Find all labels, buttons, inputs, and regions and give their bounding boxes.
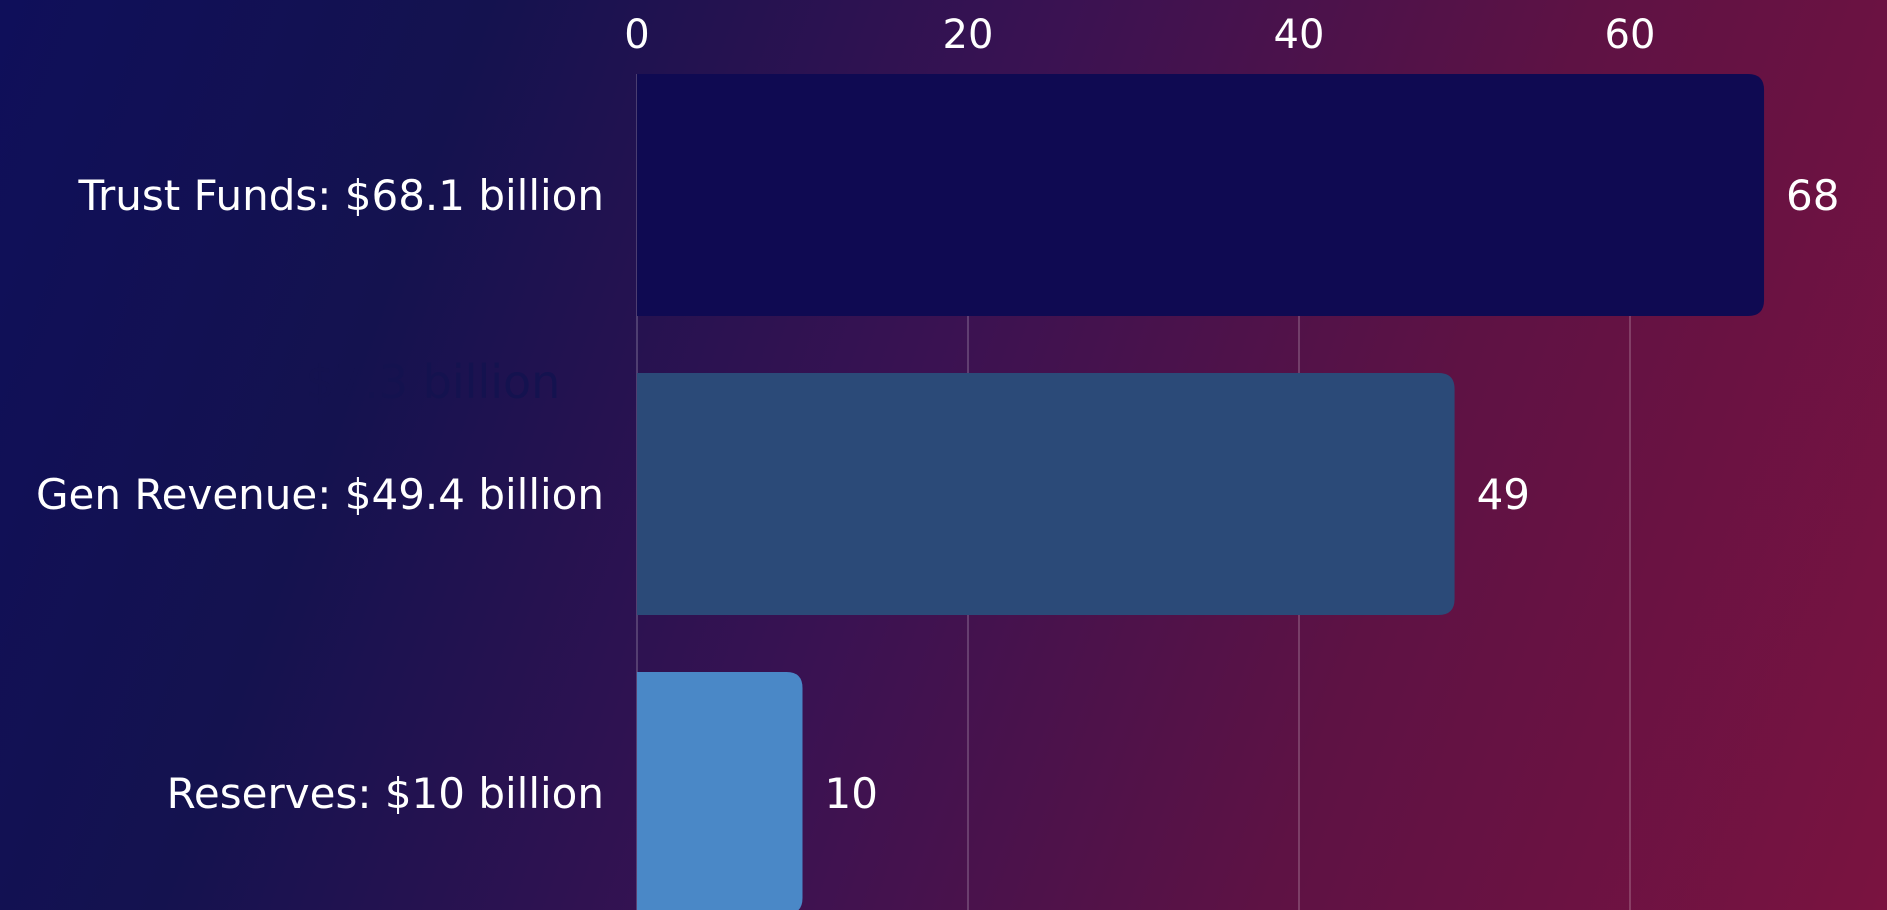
category-label-3: Reserves: $10 billion: [167, 769, 604, 818]
value-label-1: 68: [1786, 171, 1839, 220]
annotation-label: $7.3 billion: [306, 355, 561, 409]
value-labels: 68 49 10: [825, 171, 1840, 818]
x-tick-label-0: 0: [624, 12, 649, 58]
value-label-3: 10: [825, 769, 878, 818]
x-tick-label-20: 20: [943, 12, 994, 58]
x-axis-ticks: 0 20 40 60: [624, 12, 1655, 58]
bar-1: [637, 74, 1765, 316]
x-tick-label-40: 40: [1274, 12, 1325, 58]
category-label-1: Trust Funds: $68.1 billion: [78, 171, 604, 220]
value-label-2: 49: [1477, 470, 1530, 519]
bars: [637, 74, 1765, 910]
x-tick-label-60: 60: [1605, 12, 1656, 58]
category-label-2: Gen Revenue: $49.4 billion: [36, 470, 604, 519]
bar-2: [637, 373, 1455, 615]
bar-3: [637, 672, 803, 910]
category-labels: Trust Funds: $68.1 billion Gen Revenue: $…: [36, 171, 604, 818]
